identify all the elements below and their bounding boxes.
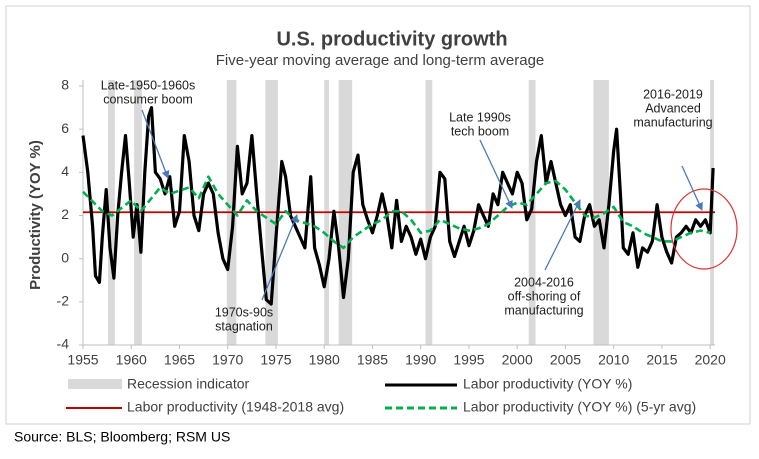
plot-area [79,80,715,349]
annotation: 2004-2016 [514,275,574,289]
source: Source: BLS; Bloomberg; RSM US [14,429,230,445]
annotation: manufacturing [504,303,583,317]
annotation: consumer boom [103,92,193,106]
annotation-arrow [681,165,703,211]
annotation: Late-1950-1960s [101,78,196,92]
annotation: Advanced [645,101,701,115]
y-tick-label: -4 [57,336,70,352]
annotation-arrow [479,139,513,209]
x-tick-label: 2015 [646,352,677,368]
annotation: stagnation [215,319,273,333]
chart-frame [5,5,751,425]
x-tick-label: 2000 [502,352,533,368]
x-tick-label: 2005 [550,352,581,368]
y-tick-label: 4 [61,163,69,179]
y-tick-label: 0 [61,249,69,265]
x-tick-label: 1995 [453,352,484,368]
x-tick-label: 1970 [212,352,243,368]
annotation: 1970s-90s [215,305,273,319]
annotation: manufacturing [633,115,712,129]
y-axis-label: Productivity (YOY %) [27,140,44,290]
legend-label: Recession indicator [127,376,250,392]
series-line [81,105,715,306]
x-tick-label: 1960 [116,352,147,368]
legend-label: Labor productivity (1948-2018 avg) [127,399,344,415]
y-tick-label: -2 [57,293,70,309]
annotation: Late 1990s [449,110,511,124]
x-tick-label: 1985 [357,352,388,368]
annotation: tech boom [451,124,509,138]
annotation-arrow [261,214,299,301]
x-tick-label: 1980 [309,352,340,368]
annotation-arrow [544,199,581,271]
legend-label: Labor productivity (YOY %) [463,376,632,392]
x-tick-label: 1965 [164,352,195,368]
y-tick-label: 8 [61,77,69,93]
highlight-circle [670,188,738,270]
average-series-line [82,175,711,250]
legend-label: Labor productivity (YOY %) (5-yr avg) [463,399,696,415]
x-tick-label: 1990 [405,352,436,368]
x-tick-label: 1955 [67,352,98,368]
legend-swatch [68,379,122,389]
annotation: off-shoring of [508,289,581,303]
x-tick-label: 2020 [695,352,726,368]
chart-title: U.S. productivity growth [276,28,507,50]
chart-subtitle: Five-year moving average and long-term a… [216,52,545,69]
y-tick-label: 2 [61,206,69,222]
x-tick-label: 1975 [260,352,291,368]
annotation-arrow [141,109,170,179]
y-tick-label: 6 [61,120,69,136]
x-tick-label: 2010 [598,352,629,368]
annotation: 2016-2019 [643,87,703,101]
